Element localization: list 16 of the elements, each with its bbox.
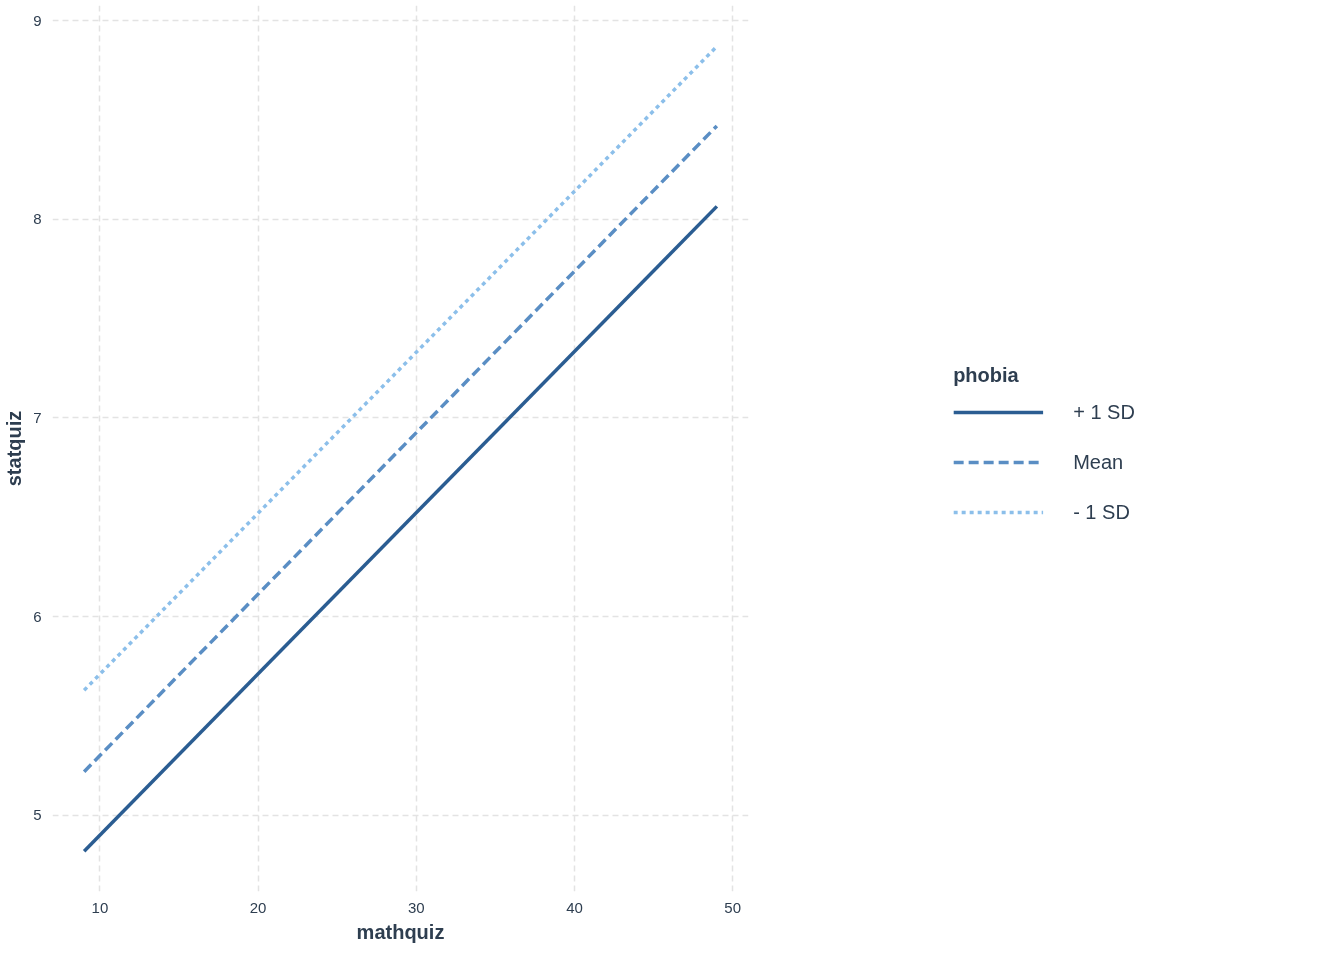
x-tick-label: 20 bbox=[249, 898, 267, 916]
x-tick-label: 40 bbox=[566, 898, 583, 916]
y-tick-label: 8 bbox=[33, 210, 42, 228]
y-tick-label: 7 bbox=[33, 409, 42, 426]
y-tick-label: 6 bbox=[33, 607, 42, 625]
x-tick-label: 50 bbox=[724, 898, 742, 916]
x-tick-label: 10 bbox=[91, 898, 109, 916]
y-tick-label: 5 bbox=[33, 806, 42, 824]
y-tick-label: 9 bbox=[33, 11, 42, 29]
legend-title: phobia bbox=[953, 364, 1020, 387]
legend-label: Mean bbox=[1073, 450, 1124, 474]
x-axis-title: mathquiz bbox=[356, 920, 445, 943]
legend-label: + 1 SD bbox=[1073, 400, 1135, 424]
x-tick-label: 30 bbox=[407, 898, 425, 916]
y-axis-title: statquiz bbox=[3, 410, 26, 487]
legend-label: - 1 SD bbox=[1073, 500, 1130, 524]
